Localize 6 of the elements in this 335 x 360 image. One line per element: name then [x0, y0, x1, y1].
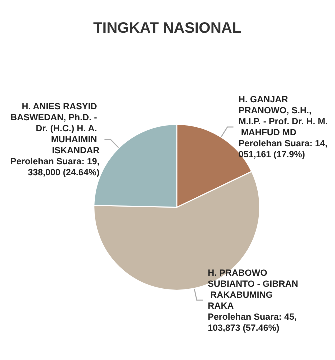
data-label: Perolehan Suara: 14,051,161 (17.9%) — [238, 138, 328, 160]
slice-label: H. ANIES RASYID BASWEDAN, Ph.D. - Dr. (H.C.) H. A. MUHAIMIN ISKANDAR — [10, 102, 100, 156]
slice-label: H. PRABOWO SUBIANTO - GIBRAN RAKABUMING RAKA — [208, 268, 298, 311]
data-label: Perolehan Suara: 45,103,873 (57.46%) — [208, 312, 298, 333]
data-label: Perolehan Suara: 19,338,000 (24.64%) — [10, 156, 100, 178]
chart-title: TINGKAT NASIONAL — [93, 20, 242, 37]
